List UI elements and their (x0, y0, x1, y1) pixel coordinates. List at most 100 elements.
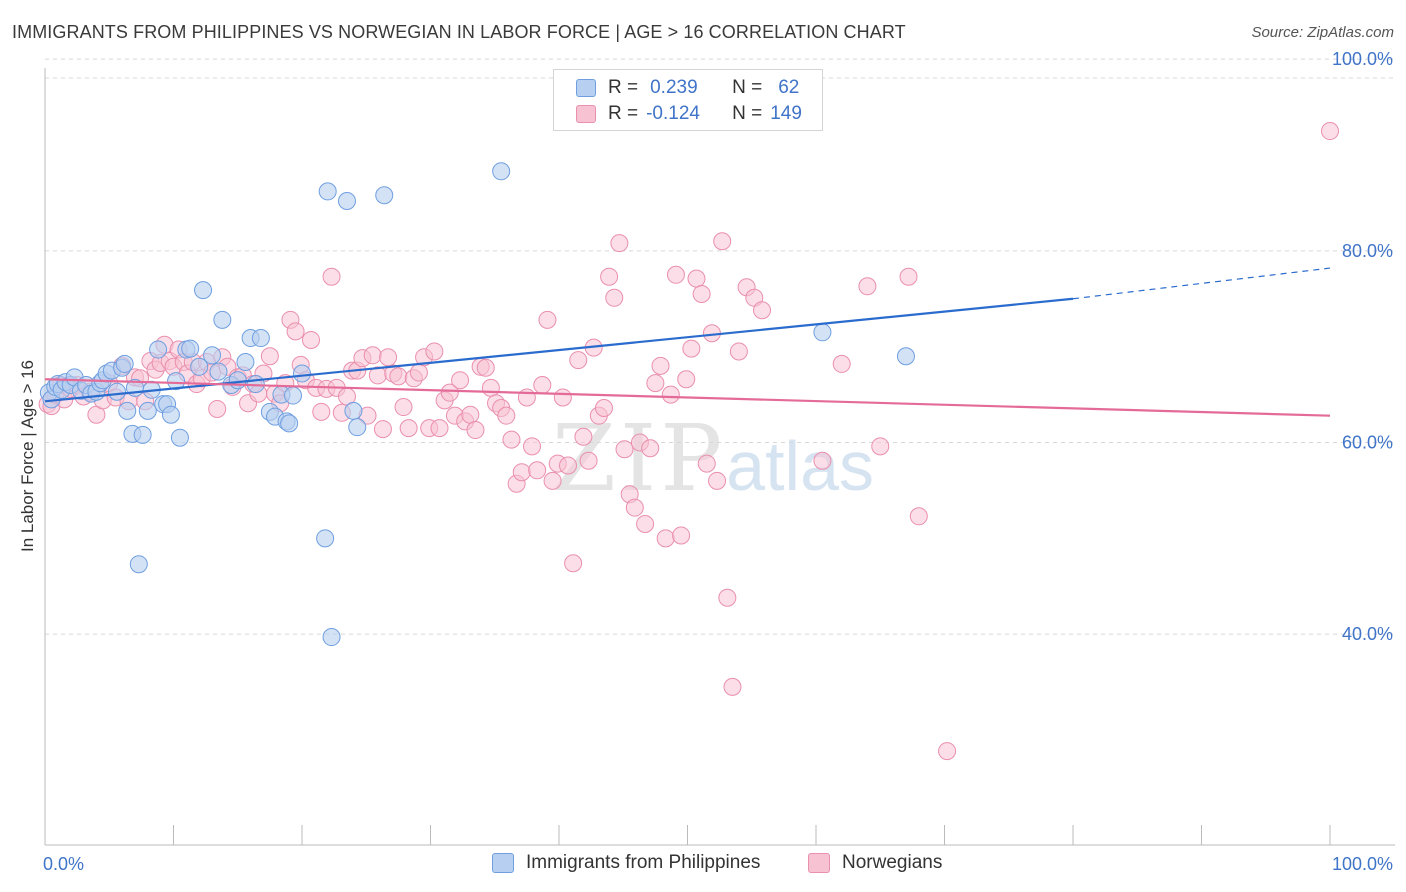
legend-row-philippines: R = 0.239 N = 62 (576, 76, 799, 100)
norwegians-point (646, 374, 665, 393)
norwegians-point (512, 463, 531, 482)
philippines-point (167, 372, 186, 391)
norwegians-point (594, 399, 613, 417)
norwegians-point (753, 301, 772, 320)
legend-r-value: -0.124 (646, 103, 700, 124)
norwegians-point (677, 370, 696, 389)
axes (44, 68, 1395, 846)
norwegians-points (38, 122, 1339, 761)
philippines-point (322, 628, 341, 647)
norwegians-point (543, 471, 562, 490)
norwegians-point (553, 388, 572, 407)
trend-lines (44, 267, 1331, 417)
norwegians-point (1321, 122, 1339, 141)
norwegians-point (708, 471, 727, 490)
philippines-point (236, 353, 255, 371)
norwegians-point (672, 526, 691, 545)
philippines-trend-extension (1072, 267, 1331, 300)
legend-n-label: N = (732, 77, 763, 98)
norwegians-point (466, 421, 485, 440)
pink-swatch-icon (576, 105, 596, 123)
philippines-point (344, 401, 363, 420)
philippines-point (228, 371, 247, 390)
blue-swatch-icon (492, 853, 514, 873)
norwegians-point (425, 342, 444, 361)
norwegians-point (718, 588, 737, 607)
norwegians-point (687, 269, 706, 288)
legend-r-label: R = (608, 77, 639, 98)
legend-n-value: 149 (770, 103, 802, 124)
norwegians-point (497, 406, 516, 425)
norwegians-point (682, 339, 701, 358)
philippines-point (133, 425, 152, 444)
x-tick-label: 100.0% (1332, 854, 1393, 874)
legend-row-norwegians: R = -0.124 N = 149 (576, 102, 802, 126)
norwegians-point (871, 437, 890, 456)
norwegians-point (641, 439, 660, 458)
norwegians-point (533, 376, 552, 394)
y-axis-title: In Labor Force | Age > 16 (18, 360, 37, 552)
correlation-legend: R = 0.239 N = 62 R = -0.124 N = 149 (553, 69, 823, 131)
philippines-point (161, 405, 180, 424)
norwegians-point (610, 234, 629, 253)
philippines-point (190, 357, 209, 376)
legend-n-value: 62 (778, 77, 800, 98)
legend-r-value: 0.239 (650, 77, 698, 98)
philippines-point (284, 386, 303, 405)
philippines-points (39, 162, 915, 647)
norwegians-point (502, 430, 521, 449)
norwegians-point (409, 363, 428, 382)
norwegians-point (909, 507, 928, 526)
philippines-point (209, 362, 228, 381)
philippines-point (251, 329, 270, 348)
philippines-point (203, 346, 222, 365)
philippines-point (318, 182, 337, 201)
y-tick-label: 80.0% (1342, 241, 1393, 261)
axis-labels: 40.0% 60.0% 80.0% 100.0% 0.0% 100.0% In Labor … (18, 49, 1393, 874)
philippines-trend-line (44, 297, 1074, 403)
gridlines (45, 58, 1395, 635)
norwegians-point (538, 310, 557, 329)
norwegians-point (723, 677, 742, 696)
y-tick-label: 40.0% (1342, 624, 1393, 644)
norwegians-point (661, 385, 680, 404)
norwegians-point (713, 232, 732, 251)
norwegians-point (813, 451, 832, 470)
norwegians-point (579, 451, 598, 470)
source-label: Source: ZipAtlas.com (1251, 24, 1394, 41)
philippines-point (138, 401, 157, 420)
legend-item-norwegians: Norwegians (808, 852, 942, 874)
philippines-point (118, 401, 137, 420)
philippines-point (115, 354, 134, 373)
y-tick-label: 100.0% (1332, 49, 1393, 69)
philippines-point (813, 323, 832, 342)
norwegians-point (523, 437, 542, 456)
norwegians-point (528, 461, 547, 480)
philippines-point (149, 340, 168, 359)
philippines-point (492, 162, 511, 181)
philippines-point (280, 414, 299, 433)
norwegians-point (832, 354, 851, 373)
norwegians-point (363, 346, 382, 365)
norwegians-point (476, 358, 495, 377)
blue-swatch-icon (576, 79, 596, 97)
norwegians-point (312, 402, 331, 421)
norwegians-point (430, 419, 449, 438)
norwegians-point (394, 398, 413, 417)
norwegians-point (286, 322, 305, 341)
norwegians-point (697, 454, 716, 473)
legend-item-philippines: Immigrants from Philippines (492, 852, 760, 874)
y-tick-label: 60.0% (1342, 433, 1393, 453)
pink-swatch-icon (808, 853, 830, 873)
legend-r-label: R = (608, 103, 639, 124)
chart-title: IMMIGRANTS FROM PHILIPPINES VS NORWEGIAN… (12, 22, 906, 42)
philippines-point (213, 310, 232, 329)
norwegians-point (729, 342, 748, 361)
norwegians-point (208, 399, 227, 418)
series-legend: Immigrants from Philippines Norwegians (0, 852, 1406, 878)
philippines-point (348, 418, 367, 437)
norwegians-point (692, 284, 711, 303)
norwegians-point (569, 351, 588, 370)
norwegians-point (451, 371, 470, 390)
norwegians-point (440, 383, 459, 402)
